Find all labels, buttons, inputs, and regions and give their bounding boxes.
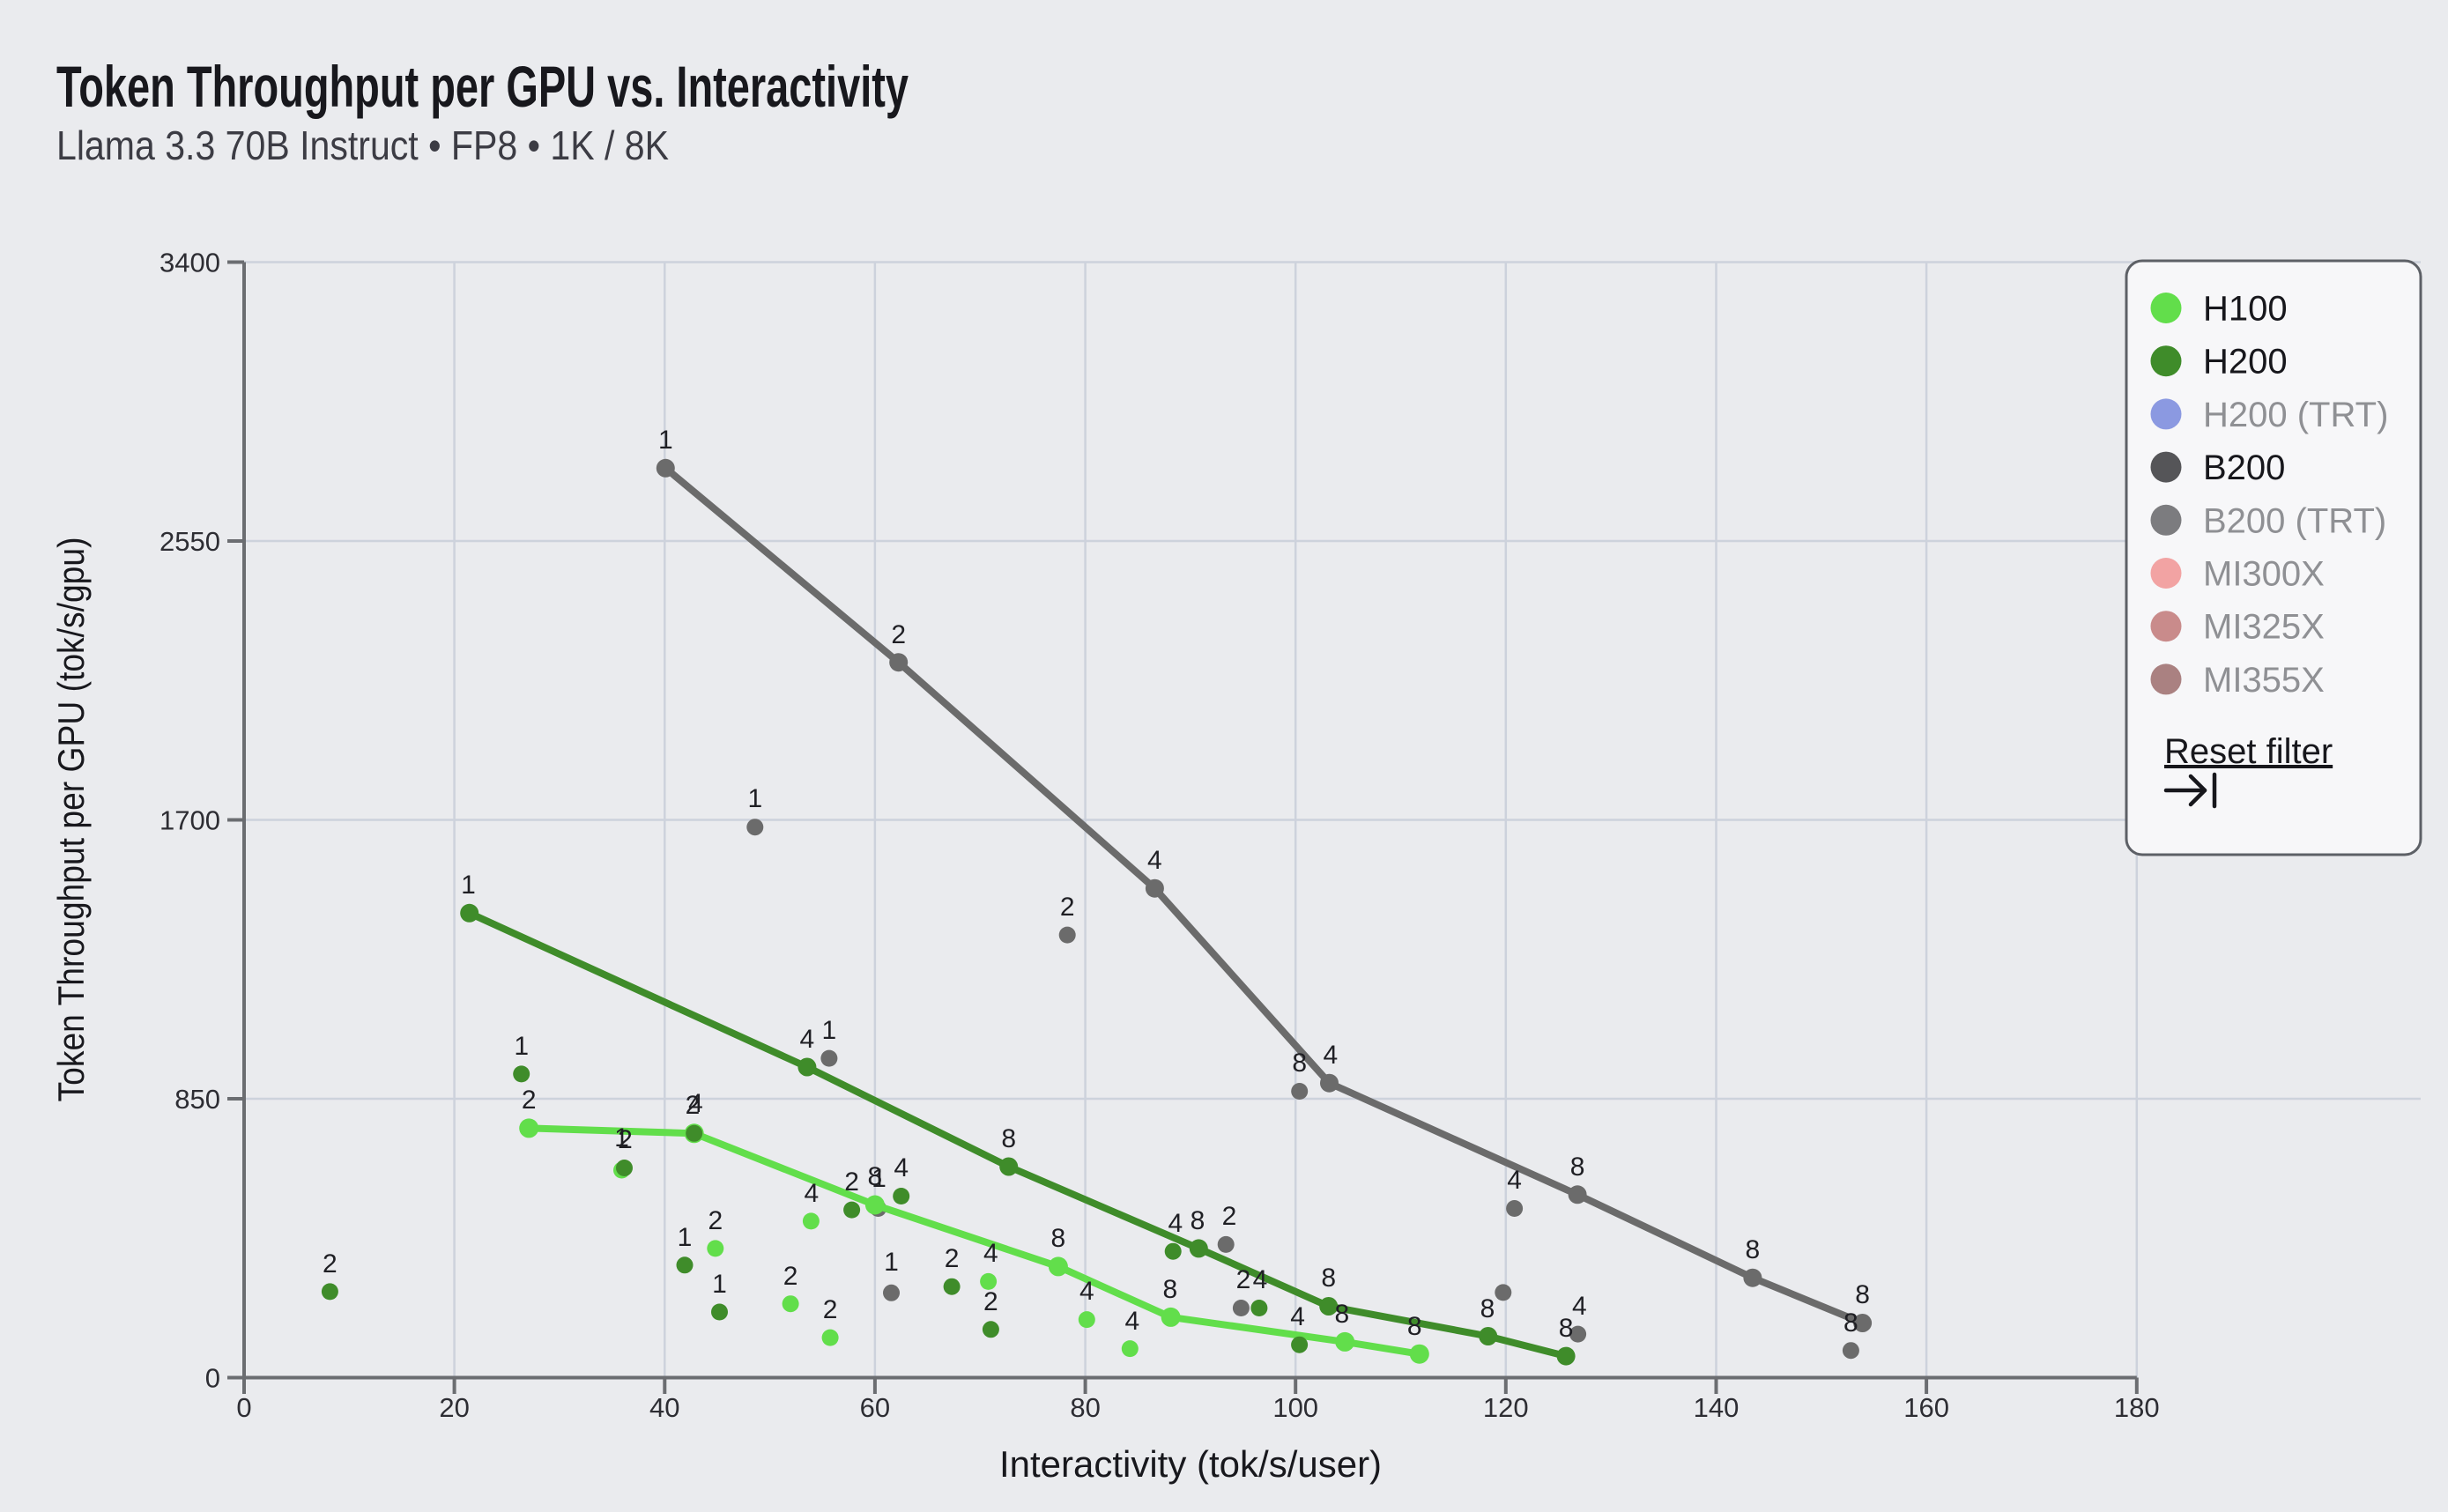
svg-text:8: 8	[1001, 1124, 1016, 1153]
svg-text:1: 1	[514, 1032, 529, 1061]
svg-text:8: 8	[1335, 1300, 1350, 1329]
svg-text:8: 8	[1855, 1280, 1870, 1309]
svg-text:8: 8	[1746, 1235, 1761, 1264]
svg-text:2: 2	[686, 1091, 701, 1120]
svg-text:Interactivity (tok/s/user): Interactivity (tok/s/user)	[999, 1443, 1382, 1485]
svg-text:MI325X: MI325X	[2203, 608, 2325, 647]
svg-text:1: 1	[614, 1123, 629, 1153]
svg-text:Reset filter: Reset filter	[2164, 732, 2333, 771]
svg-text:2: 2	[1060, 893, 1075, 922]
svg-text:2: 2	[708, 1206, 723, 1235]
svg-text:8: 8	[1292, 1049, 1307, 1078]
svg-text:H200 (TRT): H200 (TRT)	[2203, 396, 2388, 434]
svg-text:20: 20	[439, 1392, 469, 1423]
svg-text:4: 4	[800, 1025, 815, 1054]
svg-text:4: 4	[1253, 1265, 1268, 1294]
svg-text:2: 2	[323, 1249, 338, 1279]
svg-text:1: 1	[872, 1164, 886, 1193]
svg-text:2: 2	[945, 1244, 960, 1273]
svg-text:1: 1	[712, 1270, 727, 1299]
svg-text:4: 4	[1572, 1292, 1587, 1321]
svg-text:2: 2	[823, 1295, 838, 1324]
svg-text:80: 80	[1070, 1392, 1100, 1423]
svg-text:4: 4	[983, 1239, 998, 1268]
svg-text:4: 4	[1125, 1307, 1140, 1336]
svg-text:8: 8	[1051, 1224, 1066, 1253]
svg-text:2: 2	[618, 1125, 633, 1154]
svg-text:8: 8	[1407, 1312, 1422, 1341]
svg-text:4: 4	[1290, 1302, 1305, 1331]
svg-text:100: 100	[1272, 1392, 1318, 1423]
svg-text:180: 180	[2114, 1392, 2160, 1423]
svg-text:1: 1	[822, 1016, 837, 1045]
svg-text:8: 8	[1843, 1308, 1858, 1338]
svg-text:140: 140	[1694, 1392, 1740, 1423]
svg-text:40: 40	[649, 1392, 679, 1423]
svg-text:4: 4	[688, 1089, 703, 1118]
svg-text:2: 2	[891, 620, 906, 649]
svg-text:3400: 3400	[159, 248, 220, 278]
svg-text:2: 2	[522, 1086, 537, 1115]
svg-text:8: 8	[1191, 1206, 1205, 1235]
svg-text:B200 (TRT): B200 (TRT)	[2203, 501, 2386, 540]
svg-text:MI355X: MI355X	[2203, 661, 2325, 700]
svg-text:B200: B200	[2203, 448, 2285, 487]
svg-text:2: 2	[783, 1262, 798, 1291]
svg-text:H200: H200	[2203, 343, 2288, 382]
svg-text:850: 850	[174, 1084, 220, 1115]
svg-text:1: 1	[658, 426, 673, 455]
svg-text:Token Throughput per GPU vs. I: Token Throughput per GPU vs. Interactivi…	[56, 54, 909, 119]
svg-text:MI300X: MI300X	[2203, 555, 2325, 594]
svg-text:8: 8	[1321, 1264, 1336, 1293]
svg-text:2: 2	[844, 1167, 859, 1197]
svg-text:4: 4	[804, 1179, 819, 1208]
svg-text:4: 4	[1323, 1041, 1338, 1070]
svg-text:160: 160	[1903, 1392, 1949, 1423]
svg-text:2: 2	[983, 1287, 998, 1316]
svg-text:Llama 3.3 70B Instruct • FP8 •: Llama 3.3 70B Instruct • FP8 • 1K / 8K	[56, 122, 669, 168]
svg-text:8: 8	[1163, 1275, 1178, 1304]
svg-text:2: 2	[1222, 1202, 1237, 1231]
svg-text:4: 4	[1079, 1277, 1094, 1306]
svg-text:4: 4	[1168, 1209, 1183, 1238]
svg-text:120: 120	[1483, 1392, 1529, 1423]
svg-text:4: 4	[1147, 846, 1162, 875]
svg-text:1: 1	[884, 1248, 899, 1277]
svg-text:8: 8	[1559, 1314, 1574, 1343]
svg-text:8: 8	[1570, 1153, 1585, 1182]
svg-text:1700: 1700	[159, 805, 220, 836]
svg-text:4: 4	[1507, 1166, 1522, 1195]
svg-text:0: 0	[236, 1392, 251, 1423]
svg-text:8: 8	[868, 1162, 883, 1191]
svg-text:1: 1	[747, 784, 762, 813]
svg-text:Token Throughput per GPU (tok/: Token Throughput per GPU (tok/s/gpu)	[50, 537, 92, 1102]
svg-text:1: 1	[461, 871, 476, 900]
svg-text:60: 60	[860, 1392, 890, 1423]
svg-text:2550: 2550	[159, 526, 220, 557]
svg-text:2: 2	[1236, 1265, 1251, 1294]
svg-text:8: 8	[1480, 1294, 1495, 1323]
svg-text:0: 0	[205, 1363, 220, 1394]
svg-text:1: 1	[678, 1223, 693, 1252]
svg-text:4: 4	[894, 1153, 909, 1182]
svg-text:H100: H100	[2203, 290, 2288, 329]
